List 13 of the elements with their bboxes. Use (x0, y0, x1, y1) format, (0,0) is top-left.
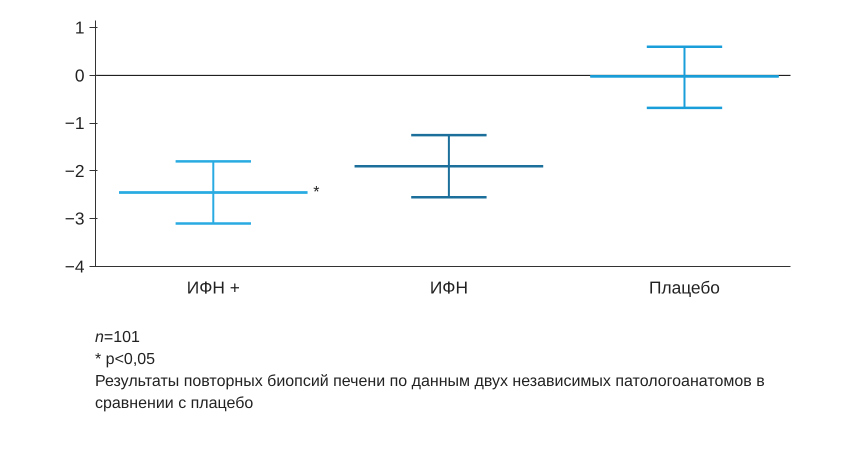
x-tick-label: ИФН + (186, 278, 240, 298)
x-tick-label: Плацебо (649, 278, 720, 298)
y-tick-label: −1 (64, 113, 85, 134)
y-tick-label: 1 (74, 18, 85, 38)
y-tick-label: 0 (74, 65, 85, 86)
x-tick-label: ИФН (430, 278, 468, 298)
y-tick-label: −2 (64, 160, 85, 181)
annotation: * (313, 184, 320, 201)
y-tick-label: −4 (64, 256, 85, 276)
text: * p<0,05 (95, 351, 156, 368)
text: Результаты повторных биопсий печени по данным двух независимых патологоанатомов в сравнении с плацебо (95, 373, 765, 412)
y-tick-label: −3 (64, 208, 85, 229)
text: n=101 (95, 329, 140, 346)
